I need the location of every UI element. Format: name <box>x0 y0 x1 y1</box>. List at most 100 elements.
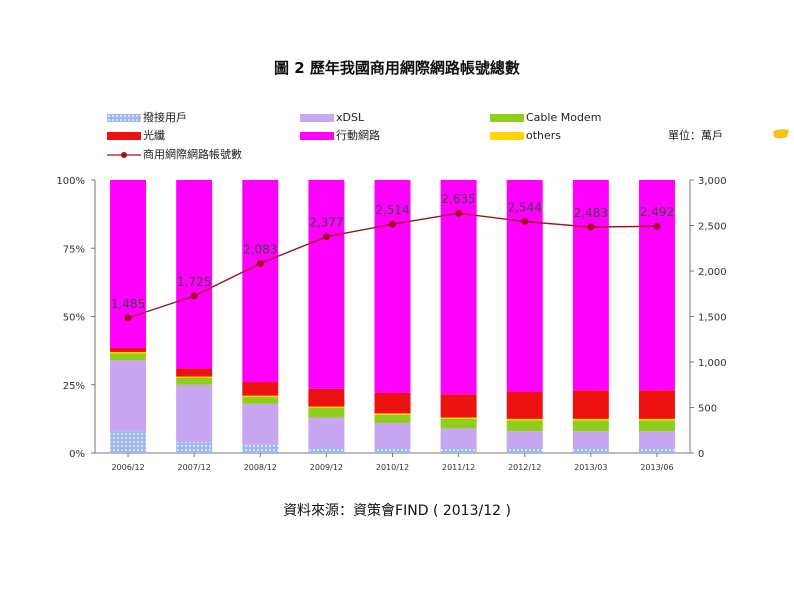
bar-segment <box>572 390 609 419</box>
accounts-point <box>256 259 264 267</box>
bar-segment <box>506 418 543 421</box>
x-tick-label: 2008/12 <box>244 463 277 472</box>
accounts-data-label: 1,725 <box>177 275 211 289</box>
unit-label: 單位：萬戶 <box>668 129 723 142</box>
bar-segment <box>308 447 345 453</box>
bar-segment <box>308 388 345 407</box>
bar-segment <box>506 420 543 432</box>
bar-segment <box>242 382 279 396</box>
bar-segment <box>242 395 279 398</box>
bar-segment <box>374 414 411 423</box>
accounts-point <box>521 217 529 225</box>
right-tick-label: 1,000 <box>698 358 727 369</box>
bar-segment <box>638 420 675 432</box>
bar-segment <box>638 418 675 421</box>
bar-segment <box>176 384 213 443</box>
right-tick-label: 2,500 <box>698 222 727 233</box>
accounts-point <box>455 209 463 217</box>
bar-segment <box>638 447 675 453</box>
bar-segment <box>440 417 477 419</box>
left-tick-label: 25% <box>63 381 85 392</box>
legend-label-accounts-line: 商用網際網路帳號數 <box>143 148 242 161</box>
bar-segment <box>110 347 147 352</box>
bar-segment <box>506 180 543 392</box>
right-tick-label: 0 <box>698 449 704 460</box>
legend-swatch-accounts-line <box>107 152 141 158</box>
bar-segment <box>308 417 345 448</box>
accounts-point <box>587 223 595 231</box>
bar-segment <box>440 418 477 429</box>
left-tick-label: 0% <box>69 449 85 460</box>
bar-segment <box>638 431 675 448</box>
left-tick-label: 50% <box>63 313 85 324</box>
x-tick-label: 2013/03 <box>574 463 607 472</box>
legend-swatch-cable-modem <box>490 114 524 122</box>
bar-segment <box>176 442 213 453</box>
legend-swatch-xdsl <box>300 114 334 122</box>
bar-segment <box>374 180 411 393</box>
bar-segment <box>110 431 147 453</box>
bar-segment <box>176 368 213 377</box>
accounts-data-label: 2,514 <box>375 203 409 217</box>
bar-segment <box>110 351 147 354</box>
decorative-logo-icon <box>773 129 789 139</box>
bar-segment <box>242 403 279 445</box>
x-tick-label: 2006/12 <box>111 463 144 472</box>
accounts-data-label: 2,083 <box>243 242 277 256</box>
bar-segment <box>572 447 609 453</box>
bar-segment <box>506 447 543 453</box>
bar-segment <box>440 447 477 453</box>
bar-segment <box>308 406 345 408</box>
bar-segment <box>572 180 609 391</box>
left-tick-label: 100% <box>56 176 85 187</box>
right-tick-label: 3,000 <box>698 176 727 187</box>
accounts-point <box>124 314 132 322</box>
bar-segment <box>308 180 345 389</box>
legend-label-fiber: 光纖 <box>143 129 165 142</box>
x-tick-label: 2009/12 <box>310 463 343 472</box>
bar-segment <box>176 377 213 385</box>
bar-segment <box>374 392 411 414</box>
legend-label-xdsl: xDSL <box>336 111 365 124</box>
x-tick-label: 2013/06 <box>640 463 673 472</box>
chart-title: 圖 2 歷年我國商用網際網路帳號總數 <box>274 59 520 77</box>
x-tick-label: 2012/12 <box>508 463 541 472</box>
accounts-data-label: 2,492 <box>640 205 674 219</box>
bar-segment <box>506 391 543 419</box>
accounts-data-label: 1,485 <box>111 297 145 311</box>
accounts-point <box>653 222 661 230</box>
right-tick-label: 2,000 <box>698 267 727 278</box>
bar-segment <box>110 353 147 361</box>
bar-segment <box>572 431 609 448</box>
bar-segment <box>176 180 213 369</box>
legend-swatch-dialup <box>107 114 141 122</box>
bar-segment <box>242 397 279 404</box>
legend-label-others: others <box>526 129 562 142</box>
right-tick-label: 1,500 <box>698 313 727 324</box>
bar-segment <box>506 431 543 448</box>
bar-segment <box>110 180 147 348</box>
accounts-data-label: 2,635 <box>441 192 475 206</box>
bar-segment <box>374 447 411 453</box>
right-tick-label: 500 <box>698 404 717 415</box>
accounts-data-label: 2,483 <box>574 206 608 220</box>
left-tick-label: 75% <box>63 244 85 255</box>
bar-segment <box>242 444 279 453</box>
x-tick-label: 2007/12 <box>178 463 211 472</box>
x-tick-label: 2010/12 <box>376 463 409 472</box>
legend-label-cable-modem: Cable Modem <box>526 111 602 124</box>
bar-segment <box>572 420 609 432</box>
bar-segment <box>638 390 675 419</box>
legend-swatch-fiber <box>107 132 141 140</box>
accounts-point <box>322 233 330 241</box>
source-note: 資料來源：資策會FIND ( 2013/12 ) <box>283 503 511 519</box>
bar-segment <box>374 413 411 415</box>
accounts-data-label: 2,544 <box>508 200 542 214</box>
accounts-data-label: 2,377 <box>309 216 343 230</box>
bar-segment <box>176 376 213 378</box>
bar-segment <box>308 407 345 418</box>
accounts-point <box>190 292 198 300</box>
legend-label-dialup: 撥接用戶 <box>143 111 187 124</box>
bar-segment <box>374 422 411 448</box>
